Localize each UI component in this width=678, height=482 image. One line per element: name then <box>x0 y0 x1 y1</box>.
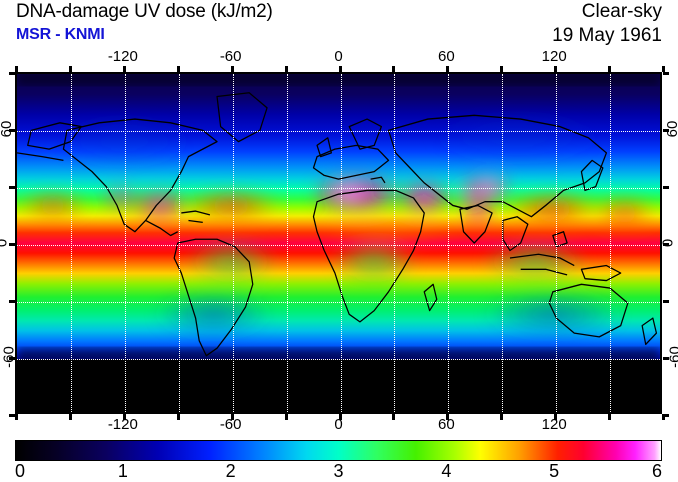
x-tick <box>176 414 180 420</box>
y-tick <box>9 414 15 417</box>
x-axis-label: 0 <box>334 416 343 433</box>
x-tick <box>392 66 396 72</box>
map-plot-area <box>15 72 662 414</box>
y-tick <box>9 186 15 189</box>
y-tick <box>663 243 669 246</box>
x-tick <box>284 66 288 72</box>
x-tick <box>122 414 126 420</box>
x-tick <box>662 414 665 420</box>
colorbar-gradient <box>16 441 661 460</box>
y-tick <box>9 357 15 360</box>
y-axis-label: 60 <box>663 120 678 138</box>
coastlines <box>17 92 658 357</box>
colorbar-label: 6 <box>651 461 663 481</box>
y-tick <box>663 129 669 132</box>
x-axis-label: 120 <box>541 48 567 65</box>
y-axis-ticks-right <box>663 72 669 417</box>
x-axis-label: 0 <box>334 48 343 65</box>
colorbar <box>15 440 662 461</box>
x-axis-label: -60 <box>219 48 242 65</box>
x-tick <box>284 414 288 420</box>
uv-dose-heatmap <box>17 74 660 412</box>
x-tick <box>338 414 342 420</box>
x-tick <box>230 414 234 420</box>
x-axis-label: -120 <box>107 416 138 433</box>
x-axis-ticks-top <box>15 66 665 72</box>
x-tick <box>446 414 450 420</box>
y-tick <box>663 186 669 189</box>
x-tick <box>15 414 18 420</box>
y-axis-label: 0 <box>0 239 11 247</box>
x-tick <box>608 414 612 420</box>
y-tick <box>663 300 669 303</box>
page-title: DNA-damage UV dose (kJ/m2) <box>16 1 273 22</box>
x-tick <box>338 66 342 72</box>
x-tick <box>392 414 396 420</box>
x-axis-label: 120 <box>541 416 567 433</box>
x-tick <box>554 66 558 72</box>
y-tick <box>663 414 669 417</box>
condition-label: Clear-sky <box>581 1 662 22</box>
colorbar-label: 3 <box>333 461 344 481</box>
y-tick <box>9 300 15 303</box>
y-axis-label: -60 <box>666 346 678 368</box>
y-axis-label: -60 <box>0 346 18 368</box>
x-tick <box>608 66 612 72</box>
colorbar-label: 2 <box>225 461 236 481</box>
y-tick <box>9 243 15 246</box>
colorbar-label: 5 <box>549 461 560 481</box>
x-tick <box>68 414 72 420</box>
y-tick <box>9 72 15 75</box>
colorbar-label: 4 <box>441 461 452 481</box>
colorbar-tick-labels: 0 1 2 3 4 5 6 <box>14 461 663 481</box>
date-label: 19 May 1961 <box>552 25 662 46</box>
y-axis-ticks-left <box>9 72 15 417</box>
source-label: MSR - KNMI <box>16 26 105 43</box>
x-tick <box>554 414 558 420</box>
x-tick <box>446 66 450 72</box>
y-axis-label: 60 <box>0 120 15 138</box>
colorbar-label: 0 <box>14 461 26 481</box>
y-tick <box>663 357 669 360</box>
chart-header: DNA-damage UV dose (kJ/m2) MSR - KNMI Cl… <box>0 0 678 52</box>
y-tick <box>663 72 669 75</box>
x-tick <box>500 414 504 420</box>
colorbar-label: 1 <box>117 461 128 481</box>
map-canvas <box>17 74 660 412</box>
x-tick <box>500 66 504 72</box>
y-axis-label: 0 <box>659 238 677 248</box>
x-tick <box>68 66 72 72</box>
x-axis-label: 60 <box>437 48 455 65</box>
x-tick <box>230 66 234 72</box>
x-axis-label: -120 <box>107 48 138 65</box>
y-tick <box>9 129 15 132</box>
x-tick <box>176 66 180 72</box>
x-tick <box>122 66 126 72</box>
x-tick <box>662 66 665 72</box>
x-axis-label: 60 <box>437 416 455 433</box>
x-axis-label: -60 <box>219 416 242 433</box>
x-tick <box>15 66 18 72</box>
x-axis-ticks-bottom <box>15 414 665 420</box>
